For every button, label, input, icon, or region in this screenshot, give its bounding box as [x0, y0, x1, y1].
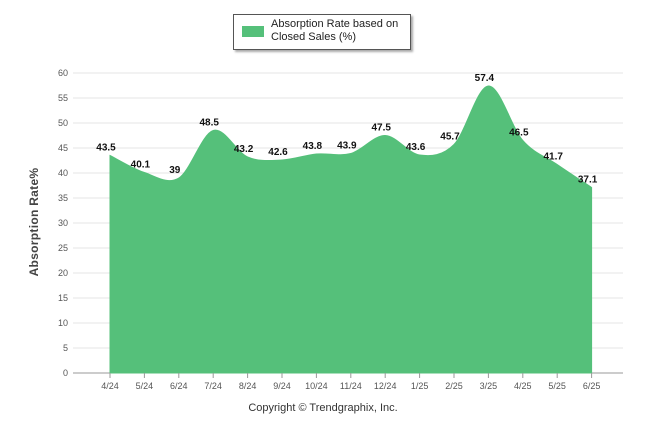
x-tick-label: 10/24 — [305, 381, 328, 391]
series-area[interactable] — [109, 85, 593, 374]
y-tick-label: 30 — [58, 218, 68, 228]
x-tick-label: 4/24 — [101, 381, 119, 391]
legend-swatch — [242, 26, 264, 37]
data-label: 46.5 — [509, 128, 529, 139]
y-tick-label: 15 — [58, 293, 68, 303]
y-tick-label: 10 — [58, 318, 68, 328]
legend[interactable]: Absorption Rate based on Closed Sales (%… — [233, 14, 411, 50]
y-tick-label: 50 — [58, 118, 68, 128]
data-label: 39 — [169, 165, 181, 176]
x-tick-label: 6/24 — [170, 381, 188, 391]
x-tick-label: 1/25 — [411, 381, 429, 391]
data-label: 47.5 — [371, 123, 391, 134]
plot-area — [109, 85, 593, 374]
x-tick-label: 8/24 — [239, 381, 257, 391]
x-tick-label: 5/24 — [136, 381, 154, 391]
x-tick-label: 9/24 — [273, 381, 291, 391]
legend-label: Absorption Rate based on Closed Sales (%… — [271, 18, 399, 43]
x-tick-label: 4/25 — [514, 381, 532, 391]
y-axis-ticks: 0 5 10 15 20 25 30 35 40 45 50 55 60 — [58, 68, 68, 378]
x-tick-label: 12/24 — [374, 381, 397, 391]
x-tick-label: 5/25 — [548, 381, 566, 391]
data-label: 45.7 — [440, 132, 460, 143]
x-tick-label: 2/25 — [445, 381, 463, 391]
data-label: 43.5 — [96, 143, 116, 154]
data-label: 40.1 — [131, 160, 151, 171]
x-tick-label: 6/25 — [583, 381, 601, 391]
x-tick-label: 3/25 — [480, 381, 498, 391]
y-tick-label: 35 — [58, 193, 68, 203]
y-tick-label: 55 — [58, 93, 68, 103]
data-label: 37.1 — [578, 175, 598, 186]
y-tick-label: 5 — [63, 343, 68, 353]
copyright: Copyright © Trendgraphix, Inc. — [248, 402, 398, 414]
data-labels: 43.5 40.1 39 48.5 43.2 42.6 43.8 43.9 47.5 43.6 45… — [96, 73, 598, 186]
data-label: 43.8 — [303, 141, 323, 152]
data-label: 43.6 — [406, 142, 426, 153]
data-label: 41.7 — [543, 152, 563, 163]
y-tick-label: 0 — [63, 368, 68, 378]
x-tick-label: 7/24 — [204, 381, 222, 391]
y-tick-label: 40 — [58, 168, 68, 178]
y-tick-label: 45 — [58, 143, 68, 153]
y-tick-label: 60 — [58, 68, 68, 78]
data-label: 43.9 — [337, 141, 357, 152]
x-tick-label: 11/24 — [340, 381, 362, 391]
data-label: 57.4 — [475, 73, 495, 84]
data-label: 43.2 — [234, 144, 254, 155]
data-label: 42.6 — [268, 147, 288, 158]
y-tick-label: 20 — [58, 268, 68, 278]
x-axis-ticks: 4/24 5/24 6/24 7/24 8/24 9/24 10/24 11/24 12/24 1… — [101, 373, 600, 391]
data-label: 48.5 — [199, 118, 219, 129]
y-axis-label: Absorption Rate% — [27, 167, 41, 277]
y-tick-label: 25 — [58, 243, 68, 253]
